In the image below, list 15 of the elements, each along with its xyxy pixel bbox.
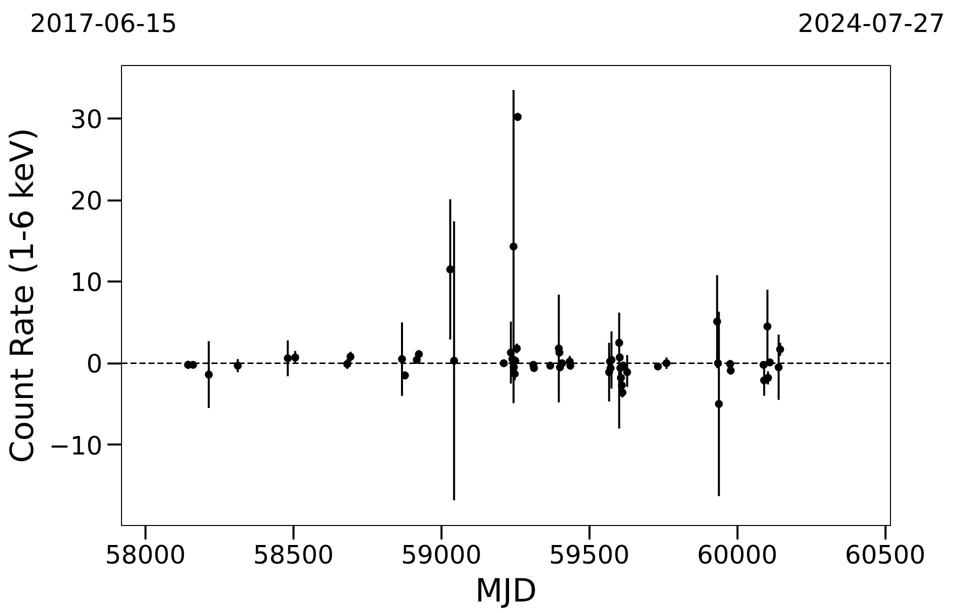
x-tick-label: 58500 <box>253 540 334 570</box>
x-tick-label: 59500 <box>549 540 630 570</box>
x-tick-label: 59000 <box>401 540 482 570</box>
x-axis-title: MJD <box>475 572 537 610</box>
text: 2017-06-15 <box>30 7 178 40</box>
x-tick-label: 60500 <box>844 540 926 570</box>
text: 2024-07-27 <box>798 7 945 40</box>
y-tick-label: −10 <box>49 430 102 460</box>
y-axis-title: Count Rate (1-6 keV) <box>3 128 42 464</box>
y-tick-label: 30 <box>70 104 103 134</box>
y-tick-label: 0 <box>86 348 103 379</box>
x-tick-label: 60000 <box>696 540 778 570</box>
y-tick-label: 10 <box>70 267 103 298</box>
x-tick-label: 58000 <box>105 540 186 570</box>
y-tick-label: 20 <box>70 186 103 216</box>
